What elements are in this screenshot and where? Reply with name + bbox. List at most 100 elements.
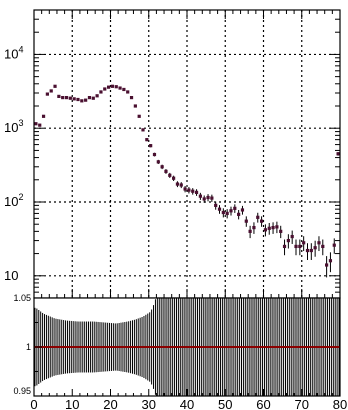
data-point (68, 96, 72, 100)
data-point (99, 90, 103, 94)
ratio-ytick-label: 0.95 (13, 386, 31, 396)
data-point (172, 176, 176, 180)
data-point (248, 229, 252, 233)
data-point (191, 189, 195, 193)
data-point (141, 128, 145, 132)
data-point (61, 95, 65, 100)
data-point (87, 95, 92, 100)
xtick-label: 20 (103, 397, 117, 410)
xtick-label: 40 (180, 397, 194, 410)
data-point (210, 196, 214, 200)
data-point (80, 99, 84, 103)
data-point (313, 246, 317, 250)
data-point (305, 248, 310, 253)
data-point (214, 203, 218, 207)
xtick-label: 60 (256, 397, 270, 410)
data-point (106, 85, 111, 89)
xtick-label: 80 (333, 397, 347, 410)
data-point (133, 104, 137, 108)
data-point (84, 98, 88, 102)
main-ytick-label: 10 (4, 268, 18, 283)
xtick-label: 10 (65, 397, 79, 410)
data-point (267, 226, 271, 230)
data-point (206, 195, 210, 200)
data-point (194, 190, 199, 194)
data-point (332, 243, 336, 247)
data-point (233, 206, 237, 210)
main-ytick-label: 102 (4, 192, 23, 209)
data-point (160, 165, 164, 169)
data-point (282, 244, 287, 249)
data-point (76, 97, 80, 102)
main-ytick-label: 103 (4, 118, 23, 135)
data-point (298, 244, 302, 249)
data-point (252, 225, 256, 230)
data-point (175, 182, 180, 186)
data-point (64, 95, 69, 100)
data-point (217, 207, 222, 211)
main-ytick-label: 104 (4, 44, 23, 61)
data-point (91, 96, 95, 100)
data-point (53, 84, 57, 88)
data-point (95, 94, 99, 98)
data-point (129, 95, 134, 100)
data-point (149, 144, 153, 148)
data-point (244, 219, 248, 223)
main-plot-area (34, 10, 340, 298)
data-point (126, 90, 130, 94)
data-point (183, 187, 187, 191)
data-point (328, 259, 333, 263)
xtick-label: 70 (295, 397, 309, 410)
data-point (237, 212, 241, 216)
data-point (49, 89, 53, 93)
data-point (122, 87, 126, 92)
xtick-label: 50 (218, 397, 232, 410)
main-panel: 10 102 103 104 (4, 9, 341, 299)
data-point (271, 225, 275, 230)
ratio-ytick-label: 1.05 (13, 293, 31, 303)
data-point (103, 87, 107, 91)
data-point (137, 114, 141, 118)
data-point (38, 123, 42, 127)
data-point (290, 234, 294, 239)
data-point (187, 188, 191, 192)
data-point (325, 263, 329, 267)
data-point (164, 169, 168, 173)
data-point (34, 122, 38, 126)
data-point (256, 215, 260, 219)
data-point (198, 194, 202, 198)
data-point (259, 219, 264, 223)
data-point (279, 229, 283, 233)
data-point (275, 225, 279, 229)
data-point (286, 238, 290, 243)
data-point (118, 86, 122, 90)
data-point (179, 183, 183, 187)
xtick-label: 0 (30, 397, 37, 410)
data-point (72, 97, 76, 101)
data-point (240, 208, 245, 212)
data-point (114, 85, 118, 89)
data-point (229, 209, 233, 213)
data-point (152, 152, 157, 157)
data-point (263, 228, 268, 232)
xtick-label: 30 (142, 397, 156, 410)
data-point (202, 197, 206, 201)
data-point (168, 173, 172, 177)
data-point (336, 152, 340, 156)
data-point (294, 244, 298, 249)
ratio-frame (33, 297, 341, 397)
data-point (156, 160, 160, 164)
data-point (45, 92, 49, 96)
data-point (110, 84, 115, 88)
data-point (321, 244, 325, 249)
data-point (41, 114, 46, 118)
data-point (302, 241, 306, 245)
ratio-ytick-label: 1 (26, 342, 31, 352)
data-point (309, 248, 313, 253)
ratio-panel: 0.95 1 1.05 0 10 20 30 40 50 60 70 80 (13, 293, 347, 410)
data-point (225, 211, 229, 216)
data-point (317, 241, 321, 245)
data-point (145, 138, 149, 142)
